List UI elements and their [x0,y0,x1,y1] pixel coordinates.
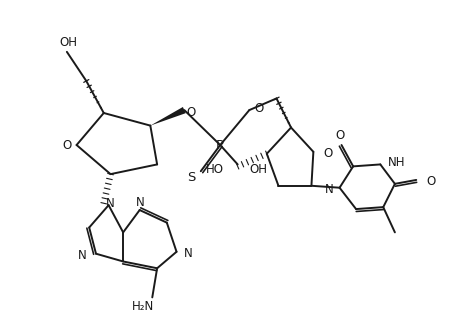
Text: OH: OH [249,163,267,176]
Text: O: O [62,139,71,153]
Text: O: O [254,102,263,115]
Text: O: O [187,106,196,120]
Text: N: N [136,196,145,209]
Text: O: O [426,176,435,188]
Text: N: N [184,247,193,260]
Text: N: N [78,249,86,262]
Text: S: S [187,171,195,184]
Text: N: N [325,183,334,196]
Text: OH: OH [60,36,78,49]
Text: H₂N: H₂N [132,300,154,313]
Text: O: O [335,129,344,142]
Text: N: N [106,197,115,210]
Text: HO: HO [206,163,224,176]
Text: NH: NH [388,156,405,169]
Polygon shape [150,107,186,126]
Text: P: P [216,138,224,152]
Text: O: O [323,147,332,160]
